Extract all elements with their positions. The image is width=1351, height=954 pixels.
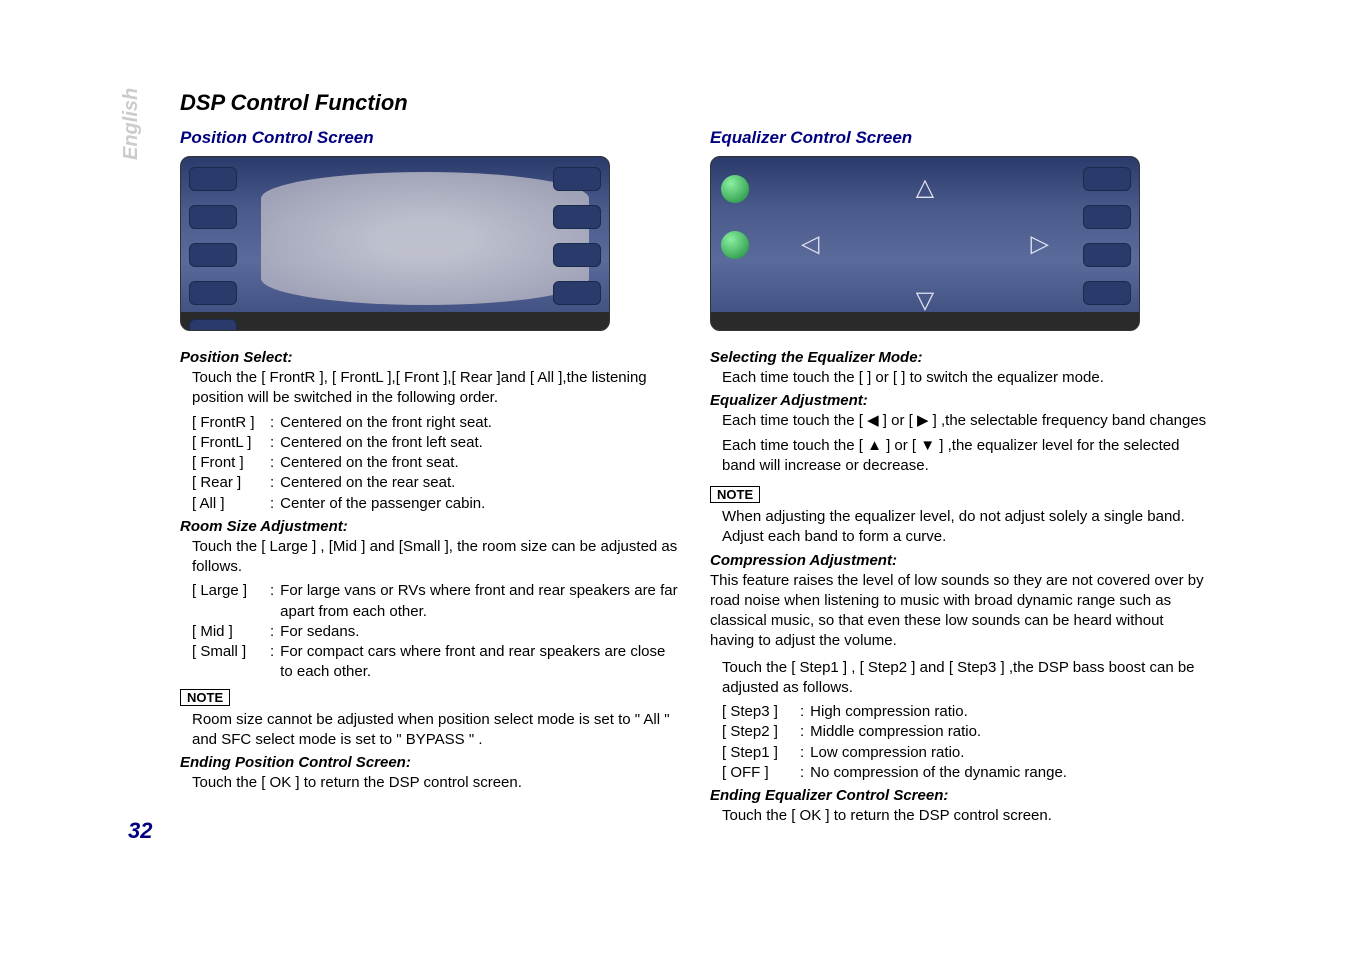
position-select-row: [ FrontL ]: Centered on the front left se… (180, 433, 680, 453)
room-size-value: For sedans. (280, 622, 680, 642)
eq-adjust-line2: Each time touch the [ ▲ ] or [ ▼ ] ,the … (710, 436, 1210, 477)
equalizer-control-screenshot: △ ▽ ◁ ▷ (710, 156, 1140, 331)
room-size-value: For large vans or RVs where front and re… (280, 581, 680, 622)
compression-row: [ Step3 ]: High compression ratio. (710, 702, 1210, 722)
position-select-key: [ FrontL ] (192, 433, 264, 453)
room-size-row: [ Small ]:For compact cars where front a… (180, 642, 680, 683)
separator: : (800, 722, 804, 742)
right-column: Equalizer Control Screen △ ▽ ◁ ▷ Selecti… (710, 128, 1210, 830)
room-size-value: For compact cars where front and rear sp… (280, 642, 680, 683)
compression-row: [ Step1 ]: Low compression ratio. (710, 743, 1210, 763)
position-select-key: [ FrontR ] (192, 413, 264, 433)
separator: : (270, 473, 274, 493)
room-size-row: [ Mid ]: For sedans. (180, 622, 680, 642)
section-title: DSP Control Function (180, 90, 1291, 116)
compression-value: Middle compression ratio. (810, 722, 1210, 742)
compression-row: [ Step2 ]: Middle compression ratio. (710, 722, 1210, 742)
room-size-key: [ Small ] (192, 642, 264, 683)
compression-touch: Touch the [ Step1 ] , [ Step2 ] and [ St… (710, 658, 1210, 699)
compression-value: Low compression ratio. (810, 743, 1210, 763)
compression-key: [ Step2 ] (722, 722, 794, 742)
select-eq-mode-text: Each time touch the [ ] or [ ] to switch… (710, 368, 1210, 388)
position-select-value: Center of the passenger cabin. (280, 494, 680, 514)
position-select-value: Centered on the rear seat. (280, 473, 680, 493)
position-select-value: Centered on the front right seat. (280, 413, 680, 433)
separator: : (270, 622, 274, 642)
note-text-right: When adjusting the equalizer level, do n… (710, 507, 1210, 548)
arrow-left-icon: ◁ (801, 229, 819, 258)
separator: : (270, 433, 274, 453)
arrow-down-icon: ▽ (916, 286, 934, 315)
room-size-title: Room Size Adjustment: (180, 518, 680, 535)
separator: : (800, 743, 804, 763)
compression-value: High compression ratio. (810, 702, 1210, 722)
language-tab: English (120, 88, 143, 160)
ending-eq-title: Ending Equalizer Control Screen: (710, 787, 1210, 804)
position-select-row: [ FrontR ]: Centered on the front right s… (180, 413, 680, 433)
position-select-title: Position Select: (180, 349, 680, 366)
note-label-left: NOTE (180, 689, 230, 706)
compression-key: [ OFF ] (722, 763, 794, 783)
ending-position-title: Ending Position Control Screen: (180, 754, 680, 771)
eq-adjust-title: Equalizer Adjustment: (710, 392, 1210, 409)
arrow-right-icon: ▷ (1031, 229, 1049, 258)
separator: : (800, 763, 804, 783)
position-select-key: [ Rear ] (192, 473, 264, 493)
compression-key: [ Step3 ] (722, 702, 794, 722)
compression-row: [ OFF ]: No compression of the dynamic ra… (710, 763, 1210, 783)
equalizer-control-header: Equalizer Control Screen (710, 128, 1210, 148)
up-indicator-icon (721, 175, 749, 203)
compression-value: No compression of the dynamic range. (810, 763, 1210, 783)
left-column: Position Control Screen Position Select:… (180, 128, 680, 830)
compression-intro: This feature raises the level of low sou… (710, 571, 1210, 652)
room-size-intro: Touch the [ Large ] , [Mid ] and [Small … (180, 537, 680, 578)
position-select-row: [ Front ]: Centered on the front seat. (180, 453, 680, 473)
position-select-value: Centered on the front left seat. (280, 433, 680, 453)
separator: : (800, 702, 804, 722)
position-select-intro: Touch the [ FrontR ], [ FrontL ],[ Front… (180, 368, 680, 409)
position-select-key: [ Front ] (192, 453, 264, 473)
compression-title: Compression Adjustment: (710, 552, 1210, 569)
separator: : (270, 642, 274, 683)
room-size-key: [ Large ] (192, 581, 264, 622)
room-size-row: [ Large ]:For large vans or RVs where fr… (180, 581, 680, 622)
page-number: 32 (128, 818, 152, 844)
select-eq-mode-title: Selecting the Equalizer Mode: (710, 349, 1210, 366)
separator: : (270, 494, 274, 514)
eq-adjust-line1: Each time touch the [ ◀ ] or [ ▶ ] ,the … (710, 411, 1210, 431)
ending-eq-text: Touch the [ OK ] to return the DSP contr… (710, 806, 1210, 826)
room-size-key: [ Mid ] (192, 622, 264, 642)
position-control-header: Position Control Screen (180, 128, 680, 148)
arrow-up-icon: △ (916, 173, 934, 202)
note-text-left: Room size cannot be adjusted when positi… (180, 710, 680, 751)
position-control-screenshot (180, 156, 610, 331)
position-select-value: Centered on the front seat. (280, 453, 680, 473)
separator: : (270, 453, 274, 473)
down-indicator-icon (721, 231, 749, 259)
ending-position-text: Touch the [ OK ] to return the DSP contr… (180, 773, 680, 793)
note-label-right: NOTE (710, 486, 760, 503)
separator: : (270, 413, 274, 433)
position-select-row: [ Rear ]: Centered on the rear seat. (180, 473, 680, 493)
position-select-row: [ All ]: Center of the passenger cabin. (180, 494, 680, 514)
separator: : (270, 581, 274, 622)
compression-key: [ Step1 ] (722, 743, 794, 763)
position-select-key: [ All ] (192, 494, 264, 514)
